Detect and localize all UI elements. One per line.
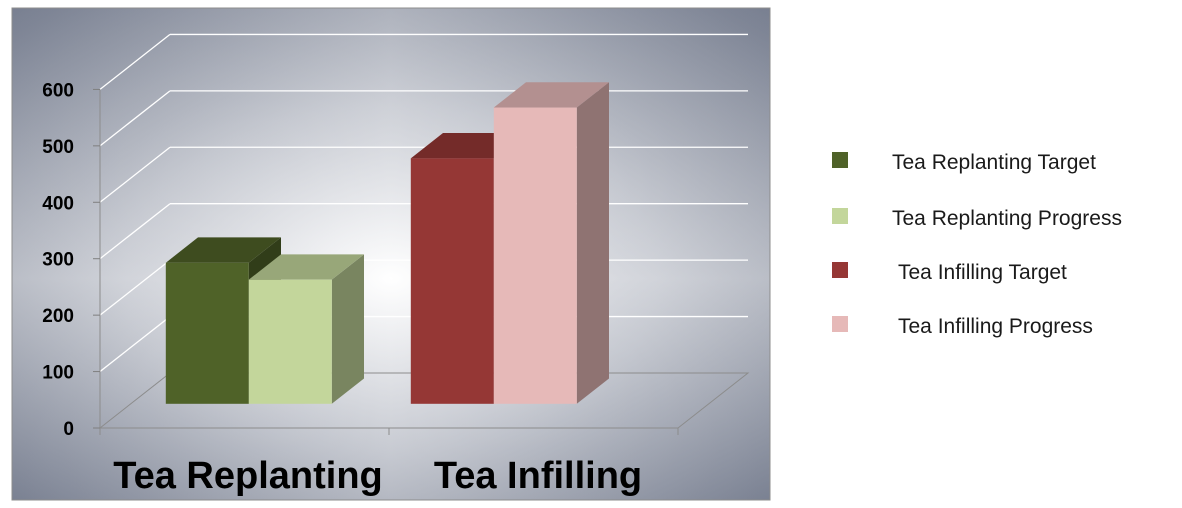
category-label-tea-infilling: Tea Infilling [434,455,642,497]
legend-item: Tea Infilling Progress [832,315,1093,338]
category-labels: Tea Replanting Tea Infilling [113,455,642,497]
gridline-side-100 [99,316,171,373]
gridline-side-600 [99,33,171,90]
legend-label: Tea Infilling Progress [898,315,1093,338]
category-label-tea-replanting: Tea Replanting [113,455,383,497]
gridline-side-300 [99,203,171,260]
gridline-side-500 [99,90,171,147]
y-tick-label-200: 200 [42,306,74,327]
legend-label: Tea Replanting Target [892,151,1096,174]
bar-tea-replanting-progress [248,254,364,404]
legend-item: Tea Replanting Target [832,151,1096,174]
legend-swatch [832,316,848,332]
plot-area [11,7,771,501]
y-tick-label-300: 300 [42,250,74,271]
legend: Tea Replanting Target Tea Replanting Prog… [832,151,1122,338]
y-tick-label-0: 0 [63,419,74,440]
legend-item: Tea Replanting Progress [832,207,1122,230]
y-tick-label-600: 600 [42,80,74,101]
bars [165,82,609,404]
y-tick-label-100: 100 [42,363,74,384]
legend-swatch [832,208,848,224]
legend-label: Tea Replanting Progress [892,207,1122,230]
gridline-side-400 [99,146,171,203]
y-tick-label-400: 400 [42,193,74,214]
legend-label: Tea Infilling Target [898,261,1067,284]
legend-swatch [832,262,848,278]
legend-item: Tea Infilling Target [832,261,1067,284]
legend-swatch [832,152,848,168]
y-tick-label-500: 500 [42,137,74,158]
y-axis-ticks: 0 100 200 300 400 500 600 [42,80,100,440]
bar-tea-infilling-progress [493,82,609,404]
gridline-side-200 [99,259,171,316]
